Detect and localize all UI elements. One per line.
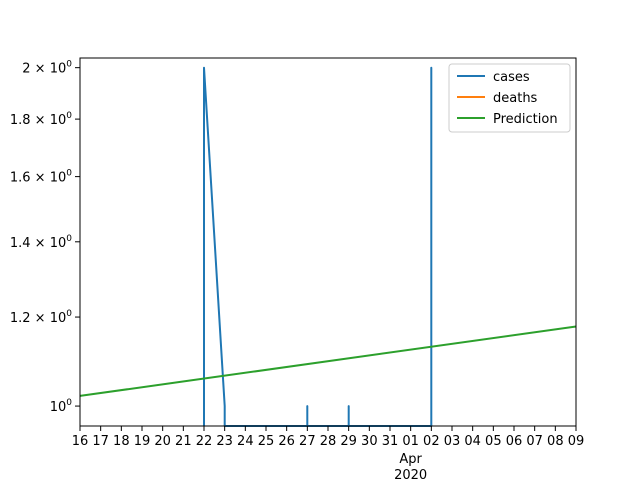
x-tick-label: 29 [340,434,357,449]
x-tick-label: 06 [506,434,523,449]
x-year-label: 2020 [394,468,427,480]
x-tick-label: 19 [134,434,151,449]
y-tick-label: 1100 [50,398,73,415]
x-tick-label: 25 [258,434,275,449]
x-tick-label: 07 [526,434,543,449]
x-tick-label: 31 [382,434,399,449]
x-tick-label: 16 [72,434,89,449]
y-tick-label: 2 × 100 [22,60,72,77]
x-tick-label: 24 [237,434,254,449]
x-tick-label: 28 [320,434,337,449]
x-tick-label: 09 [568,434,585,449]
x-tick-label: 20 [154,434,171,449]
x-tick-label: 05 [485,434,502,449]
x-axis: 16 17 18 19 20 21 22 23 24 25 26 27 28 29 30 31 01 02 03 04… [72,426,585,480]
x-tick-label: 30 [361,434,378,449]
x-tick-label: 22 [196,434,213,449]
x-tick-label: 01 [402,434,419,449]
legend: cases deaths Prediction [448,63,571,133]
legend-label-cases: cases [493,70,530,85]
y-tick-label: 1.2 × 100 [10,309,72,326]
x-month-label: Apr [399,452,422,467]
x-tick-label: 26 [278,434,295,449]
x-tick-label: 27 [299,434,316,449]
x-tick-label: 03 [444,434,461,449]
x-tick-label: 21 [175,434,192,449]
x-tick-label: 02 [423,434,440,449]
x-tick-label: 04 [464,434,481,449]
series-line-cases [203,66,433,427]
legend-box [448,63,571,133]
y-tick-label: 1.8 × 100 [10,111,72,128]
y-tick-label: 1.6 × 100 [10,169,72,186]
x-tick-label: 18 [113,434,130,449]
x-tick-label: 23 [216,434,233,449]
y-axis: 1100 1.2 × 100 1.4 × 100 1.6 × 100 1.8 × 100… [10,60,80,415]
x-tick-label: 08 [547,434,564,449]
x-tick-label: 17 [92,434,109,449]
series-line-prediction [79,325,577,397]
legend-label-deaths: deaths [493,91,538,106]
y-tick-label: 1.4 × 100 [10,234,72,251]
legend-label-prediction: Prediction [493,112,558,127]
